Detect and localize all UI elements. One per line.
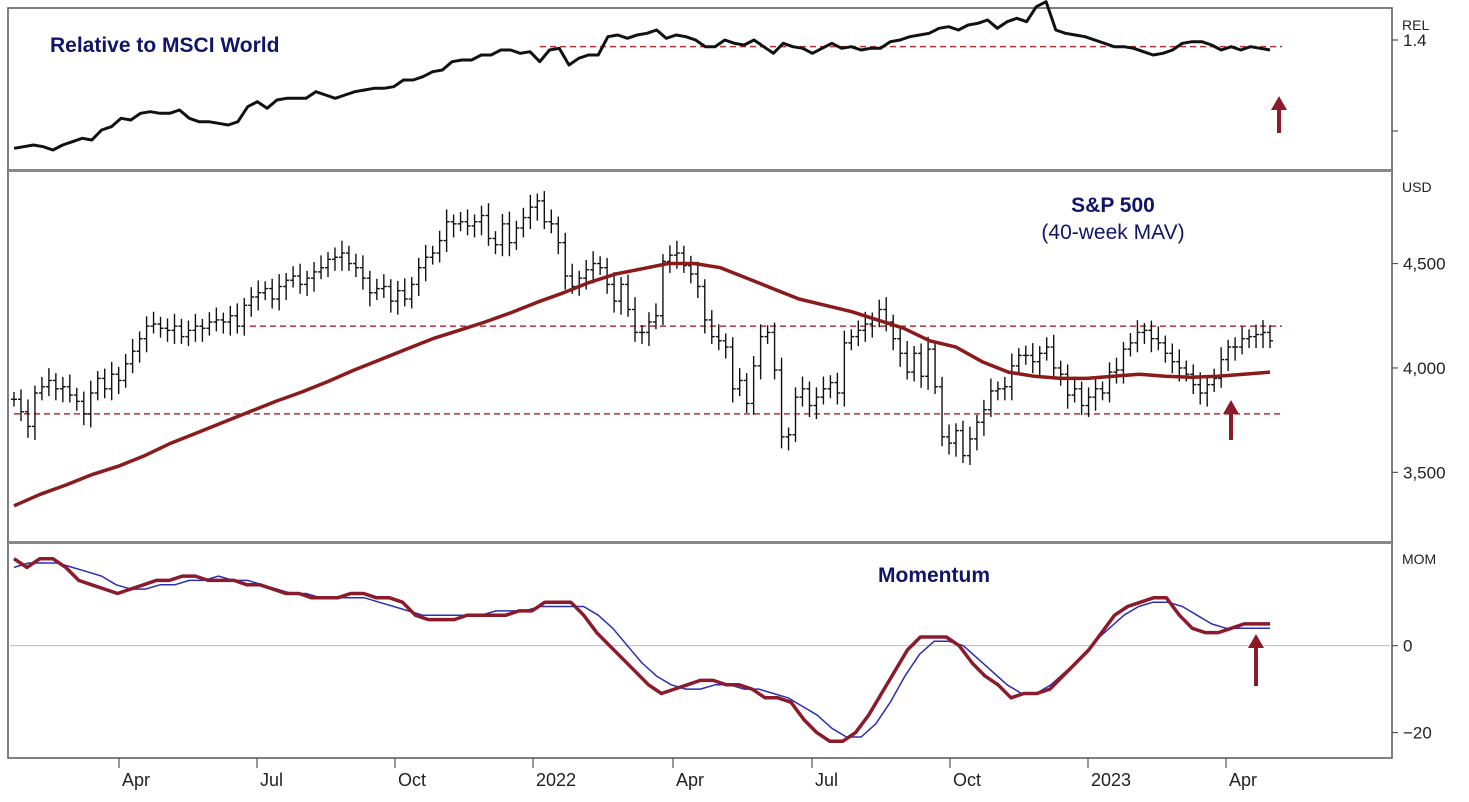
relative-y-ticks: 1.4 (1392, 31, 1427, 132)
x-tick-label: Apr (676, 770, 704, 790)
price-reference-lines (14, 325, 1282, 415)
momentum-y-ticks: 0 −20 (1392, 637, 1432, 743)
momentum-panel-frame (7, 542, 1393, 759)
y-tick-label: 4,000 (1403, 359, 1446, 378)
y-tick-label: 4,500 (1403, 255, 1446, 274)
relative-title: Relative to MSCI World (50, 34, 279, 57)
price-panel: S&P 500 (40-week MAV) USD 3,500 4,000 4,50… (7, 169, 1446, 544)
panel-divider-bottom (8, 541, 1392, 544)
y-tick-label: 0 (1403, 637, 1412, 656)
price-subtitle: (40-week MAV) (1041, 221, 1184, 244)
price-y-ticks: 3,500 4,000 4,500 (1392, 255, 1446, 482)
x-tick-label: 2023 (1091, 770, 1131, 790)
price-up-arrow-icon (1223, 400, 1239, 440)
relative-up-arrow-icon (1271, 96, 1287, 133)
x-tick-label: Apr (122, 770, 150, 790)
price-title: S&P 500 (1071, 194, 1155, 217)
momentum-title: Momentum (878, 564, 990, 587)
relative-panel-frame (7, 7, 1393, 171)
momentum-series-line (13, 556, 1270, 744)
x-tick-label: Oct (398, 770, 426, 790)
x-tick-label: Jul (260, 770, 283, 790)
y-tick-label: −20 (1403, 724, 1432, 743)
x-tick-label: Apr (1229, 770, 1257, 790)
relative-unit: REL (1402, 17, 1429, 33)
arrow-head (1248, 634, 1264, 648)
arrow-head (1223, 400, 1239, 414)
mav-series-line (13, 261, 1271, 508)
relative-series-line (13, 0, 1271, 152)
x-tick-label: Oct (953, 770, 981, 790)
momentum-panel: Momentum MOM 0 −20 (7, 541, 1436, 759)
panel-divider-top (8, 169, 1392, 172)
price-unit: USD (1402, 179, 1432, 195)
arrow-head (1271, 96, 1287, 110)
signal-series-line (13, 562, 1270, 738)
x-axis: Apr Jul Oct 2022 Apr Jul Oct 2023 Apr (118, 758, 1257, 790)
momentum-up-arrow-icon (1248, 634, 1264, 686)
momentum-unit: MOM (1402, 551, 1436, 567)
x-tick-label: 2022 (536, 770, 576, 790)
y-tick-label: 3,500 (1403, 463, 1446, 482)
y-tick-label: 1.4 (1403, 31, 1427, 50)
price-ohlc-bars (11, 191, 1273, 466)
x-tick-label: Jul (815, 770, 838, 790)
relative-panel: Relative to MSCI World REL 1.4 (7, 0, 1429, 171)
